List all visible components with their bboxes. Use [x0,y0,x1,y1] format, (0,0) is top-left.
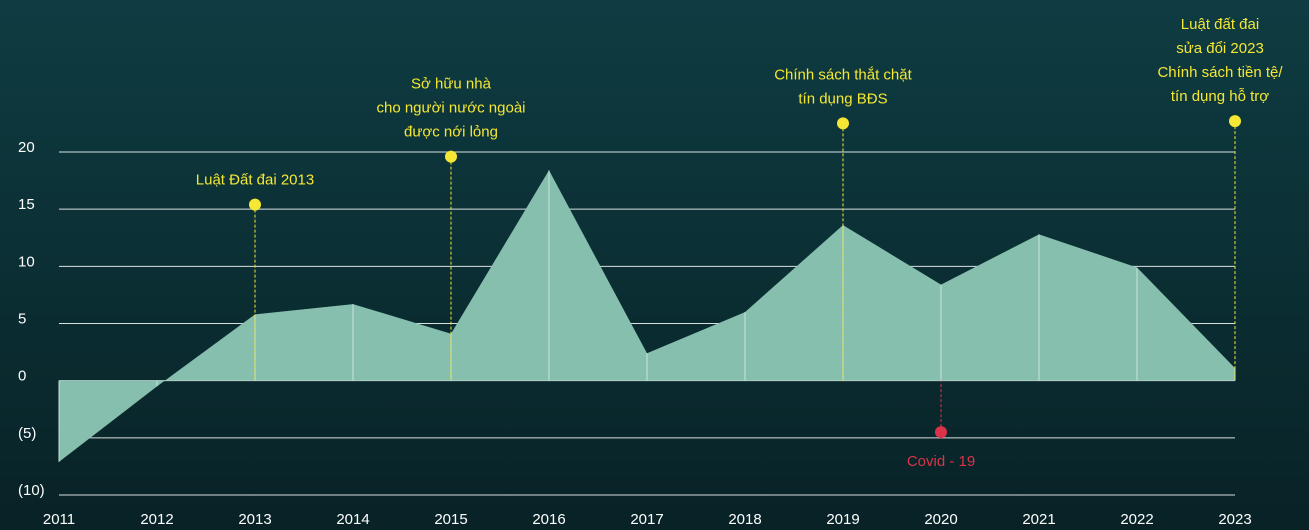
annotation-label: cho người nước ngoài [376,100,525,117]
annotation-label: Sở hữu nhà [411,76,492,93]
x-tick-label: 2020 [924,511,957,528]
y-tick-label: 10 [18,253,35,270]
x-tick-label: 2022 [1120,511,1153,528]
annotation-label: Luật đất đai [1181,16,1259,33]
annotation-label: Luật Đất đai 2013 [196,172,314,189]
x-tick-label: 2019 [826,511,859,528]
annotation-label: tín dụng BĐS [798,90,887,107]
x-tick-label: 2012 [140,511,173,528]
y-tick-label: (10) [18,482,45,499]
annotation-label: Chính sách thắt chặt [774,66,912,83]
annotation-dot [249,198,261,211]
x-tick-label: 2015 [434,511,467,528]
x-tick-label: 2014 [336,511,369,528]
y-tick-label: 15 [18,196,35,213]
x-tick-label: 2013 [238,511,271,528]
annotation-label: sửa đổi 2023 [1176,40,1264,57]
x-tick-label: 2011 [43,511,75,528]
annotation-dot [935,426,947,439]
annotation-label: tín dụng hỗ trợ [1171,88,1269,105]
x-tick-label: 2021 [1022,511,1055,528]
annotation-dot [837,117,849,130]
annotation-dot [445,150,457,163]
y-tick-label: 0 [18,368,26,385]
area [59,170,1235,462]
annotation-label: Chính sách tiền tệ/ [1157,64,1283,81]
x-tick-label: 2016 [532,511,565,528]
x-tick-label: 2017 [630,511,663,528]
x-tick-label: 2018 [728,511,761,528]
y-tick-label: (5) [18,425,36,442]
y-tick-label: 20 [18,139,35,156]
annotation-label: được nới lỏng [404,124,498,141]
annotation-dot [1229,115,1241,128]
x-tick-label: 2023 [1218,511,1251,528]
y-tick-label: 5 [18,310,26,327]
annotation-label: Covid - 19 [907,453,975,470]
